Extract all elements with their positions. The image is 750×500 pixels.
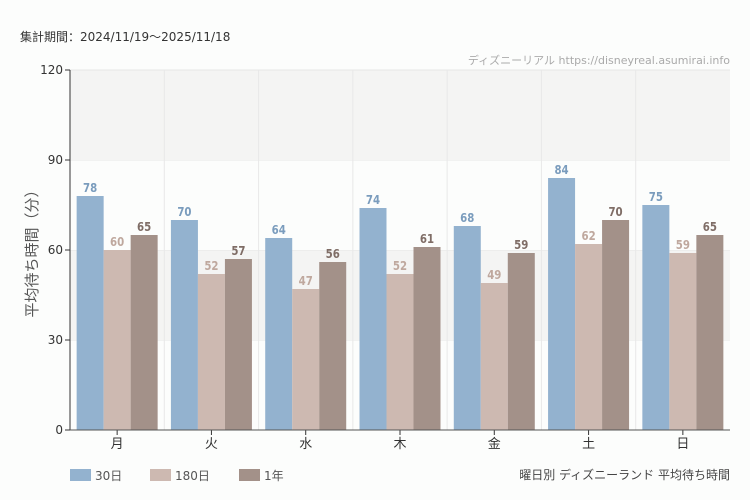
data-label: 65: [137, 220, 151, 234]
data-label: 84: [554, 163, 568, 177]
x-tick-label: 金: [488, 436, 501, 452]
data-label: 70: [177, 205, 191, 219]
data-label: 60: [110, 235, 124, 249]
period-label: 集計期間：2024/11/19〜2025/11/18: [20, 29, 230, 44]
bar-180日: [197, 274, 225, 430]
x-tick-label: 水: [299, 437, 312, 452]
data-label: 62: [581, 229, 595, 243]
data-label: 78: [83, 181, 97, 195]
bar-1年: [224, 259, 252, 430]
data-label: 61: [420, 232, 434, 246]
data-label: 74: [366, 193, 380, 207]
legend-swatch: [150, 469, 171, 481]
bar-30日: [265, 238, 293, 430]
y-axis-label: 平均待ち時間（分）: [23, 182, 41, 317]
legend-label: 180日: [175, 469, 210, 483]
y-tick-label: 90: [48, 153, 63, 167]
credit-text: ディズニーリアル https://disneyreal.asumirai.inf…: [468, 53, 730, 67]
y-tick-label: 0: [55, 423, 63, 437]
data-label: 57: [231, 244, 245, 258]
data-label: 49: [487, 268, 501, 282]
legend-swatch: [239, 469, 260, 481]
y-tick-label: 120: [40, 63, 63, 77]
data-label: 52: [393, 259, 407, 273]
bar-1年: [130, 235, 158, 430]
bar-1年: [413, 247, 441, 430]
bar-180日: [292, 289, 320, 430]
legend-swatch: [70, 469, 91, 481]
legend-label: 1年: [264, 469, 284, 483]
x-tick-label: 火: [205, 437, 218, 452]
grid-band: [70, 70, 730, 160]
bar-180日: [480, 283, 508, 430]
bar-30日: [170, 220, 198, 430]
bar-1年: [319, 262, 347, 430]
y-tick-label: 30: [48, 333, 63, 347]
data-label: 52: [204, 259, 218, 273]
chart-title: 曜日別 ディズニーランド 平均待ち時間: [519, 467, 730, 482]
bar-30日: [359, 208, 387, 430]
bar-180日: [669, 253, 697, 430]
data-label: 59: [514, 238, 528, 252]
bar-180日: [386, 274, 414, 430]
data-label: 47: [299, 274, 313, 288]
data-label: 68: [460, 211, 474, 225]
bar-30日: [642, 205, 670, 430]
data-label: 56: [326, 247, 340, 261]
y-tick-label: 60: [48, 243, 63, 257]
x-tick-label: 土: [582, 437, 595, 452]
data-label: 75: [649, 190, 663, 204]
bar-180日: [575, 244, 603, 430]
x-tick-label: 木: [393, 437, 406, 452]
x-tick-label: 月: [111, 437, 124, 452]
bar-1年: [696, 235, 724, 430]
bar-30日: [453, 226, 481, 430]
data-label: 70: [608, 205, 622, 219]
bar-30日: [76, 196, 104, 430]
bar-180日: [103, 250, 131, 430]
grid-band: [70, 160, 730, 250]
data-label: 59: [676, 238, 690, 252]
bar-30日: [548, 178, 576, 430]
data-label: 64: [272, 223, 286, 237]
bar-1年: [602, 220, 630, 430]
data-label: 65: [703, 220, 717, 234]
legend-label: 30日: [95, 469, 122, 483]
x-tick-label: 日: [676, 437, 689, 452]
bar-1年: [507, 253, 535, 430]
